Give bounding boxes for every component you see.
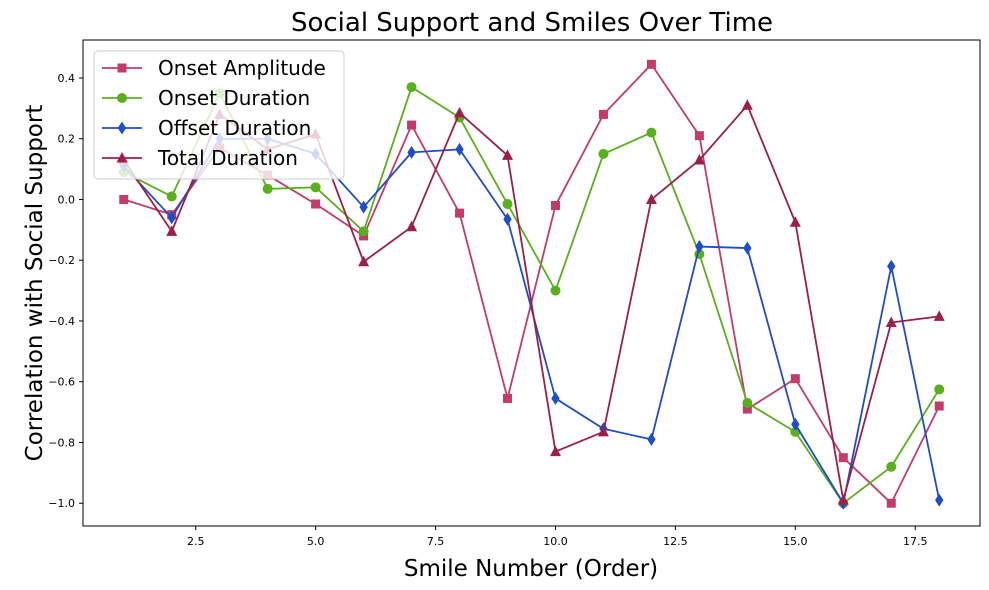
x-tick-label: 17.5: [903, 535, 928, 548]
y-tick-label: −1.0: [48, 497, 75, 510]
data-point: [551, 391, 560, 405]
data-point: [789, 216, 801, 227]
y-tick-label: 0.0: [58, 193, 76, 206]
data-point: [886, 461, 897, 472]
legend-label: Onset Duration: [158, 86, 310, 110]
legend-marker: [117, 121, 127, 135]
data-point: [166, 225, 178, 236]
x-tick-label: 2.5: [187, 535, 205, 548]
legend-label: Offset Duration: [158, 116, 311, 140]
legend-box: [93, 50, 345, 180]
data-point: [934, 384, 945, 395]
data-point: [503, 212, 512, 226]
data-point: [598, 109, 608, 119]
data-point: [647, 432, 656, 446]
x-axis-label: Smile Number (Order): [404, 556, 658, 582]
data-point: [645, 193, 657, 204]
legend-item: Onset Amplitude: [102, 56, 326, 80]
data-point: [406, 82, 417, 93]
legend-marker: [117, 93, 127, 103]
data-point: [598, 148, 609, 159]
data-point: [694, 131, 704, 141]
data-point: [406, 220, 418, 232]
data-point: [407, 145, 416, 159]
plot-area: 2.5 5.0 7.5 10.0 12.5 15.0 17.5 −1.0 −0.8 −0.6 −0.…: [48, 59, 945, 548]
x-tick-label: 5.0: [307, 535, 325, 548]
data-point: [310, 182, 321, 193]
legend-item: Offset Duration: [102, 116, 311, 140]
data-point: [550, 201, 560, 211]
data-point: [741, 99, 753, 110]
data-point: [359, 200, 368, 214]
data-point: [503, 393, 513, 403]
data-point: [502, 199, 513, 210]
data-point: [742, 397, 753, 408]
legend: Onset Amplitude Onset Duration Offset Dura…: [93, 50, 345, 180]
data-point: [167, 211, 176, 225]
data-point: [791, 417, 800, 431]
data-point: [742, 404, 752, 414]
data-point: [837, 494, 849, 505]
y-tick-label: −0.4: [48, 315, 75, 328]
data-point: [502, 149, 514, 160]
data-point: [550, 285, 561, 296]
data-point: [454, 106, 466, 118]
y-axis-label: Correlation with Social Support: [22, 105, 48, 462]
x-tick-label: 15.0: [783, 535, 808, 548]
data-point: [885, 316, 897, 327]
legend-item: Onset Duration: [102, 86, 310, 110]
data-point: [646, 127, 657, 138]
x-tick-label: 7.5: [427, 535, 445, 548]
data-point: [935, 493, 944, 507]
data-point: [693, 153, 705, 165]
chart-title: Social Support and Smiles Over Time: [291, 8, 773, 38]
data-point: [934, 401, 944, 411]
data-point: [407, 120, 417, 130]
legend-marker: [116, 152, 128, 163]
data-point: [549, 445, 561, 457]
legend-label: Onset Amplitude: [158, 56, 326, 80]
data-point: [358, 226, 369, 237]
data-point: [119, 194, 129, 204]
y-tick-label: −0.2: [48, 254, 75, 267]
y-tick-label: −0.8: [48, 436, 75, 449]
legend-label: Total Duration: [157, 146, 298, 170]
legend-marker: [117, 63, 127, 73]
legend-item: Total Duration: [102, 146, 298, 170]
data-point: [166, 191, 177, 202]
data-point: [455, 208, 465, 218]
data-point: [262, 183, 273, 194]
x-tick-label: 10.0: [543, 535, 568, 548]
data-point: [311, 199, 321, 209]
x-tick-label: 12.5: [663, 535, 688, 548]
data-point: [743, 241, 752, 255]
data-point: [695, 240, 704, 254]
y-tick-label: 0.4: [58, 72, 76, 85]
axes-frame: [82, 39, 981, 527]
y-tick-label: −0.6: [48, 376, 75, 389]
data-point: [455, 142, 464, 156]
data-point: [887, 259, 896, 273]
data-point: [790, 374, 800, 384]
y-tick-label: 0.2: [58, 133, 76, 146]
data-point: [933, 310, 945, 321]
data-point: [597, 425, 609, 437]
data-point: [646, 59, 656, 69]
data-point: [838, 453, 848, 463]
data-point: [886, 498, 896, 508]
data-point: [358, 255, 370, 267]
